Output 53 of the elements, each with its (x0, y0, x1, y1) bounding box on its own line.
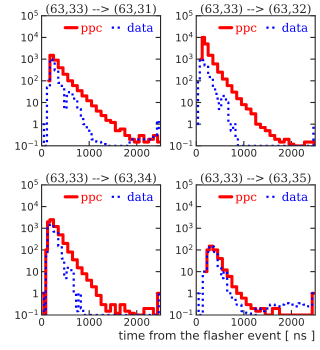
chart-title: (63,33) --> (63,31) (46, 4, 156, 15)
y-tick-label: 10$^{4}$ (176, 201, 193, 211)
y-tick-label: 10$^{5}$ (22, 10, 38, 20)
y-tick-label: 10$^{4}$ (22, 32, 38, 42)
x-tick-label: 1000 (77, 148, 102, 157)
chart-title: (63,33) --> (63,32) (200, 4, 310, 15)
text: ppc (236, 194, 256, 204)
x-tick-label: 0 (194, 318, 199, 326)
legend-label: data (282, 192, 308, 202)
y-tick-label: 10 (26, 268, 38, 276)
legend-label: data (282, 22, 308, 32)
y-tick-label: 10 (181, 98, 193, 107)
x-tick-label: 2000 (278, 148, 304, 157)
y-tick-label: 10$^{−1}$ (170, 310, 192, 320)
legend-label: ppc (80, 194, 102, 204)
x-tick-label: 0 (38, 318, 44, 326)
y-tick-label: 1 (188, 290, 193, 298)
legend-label: ppc (80, 26, 102, 34)
y-tick-label: 10$^{3}$ (22, 54, 38, 64)
legend-label: data (128, 192, 154, 202)
y-tick-label: 1 (33, 120, 38, 128)
y-tick-label: 10$^{4}$ (176, 32, 193, 42)
y-tick-label: 10 (181, 268, 193, 276)
y-tick-label: 1 (33, 290, 38, 298)
x-tick-label: 1000 (232, 318, 256, 326)
y-tick-label: 1 (188, 120, 193, 128)
x-axis-title: time from the flasher event [ ns ] (118, 330, 314, 342)
y-tick-label: 10 (26, 98, 38, 107)
x-tick-label: 0 (194, 148, 199, 157)
y-tick-label: 10$^{3}$ (176, 54, 193, 64)
y-tick-label: 10$^{−1}$ (15, 310, 38, 320)
y-tick-label: 10$^{5}$ (22, 179, 38, 189)
x-tick-label: 1000 (232, 148, 256, 157)
y-tick-label: 10$^{3}$ (176, 222, 193, 232)
y-tick-label: 10$^{2}$ (22, 75, 38, 85)
y-tick-label: 10$^{2}$ (22, 244, 38, 254)
legend-label: data (128, 22, 154, 32)
chart-title: (63,33) --> (63,34) (46, 173, 156, 184)
x-tick-label: 2000 (124, 148, 150, 157)
text: ppc (236, 26, 256, 34)
y-tick-label: 10$^{−1}$ (170, 140, 192, 150)
chart-title: (63,33) --> (63,35) (200, 173, 310, 184)
y-tick-label: 10$^{2}$ (176, 75, 192, 85)
y-tick-label: 10$^{5}$ (176, 179, 192, 189)
x-tick-label: 1000 (77, 318, 102, 326)
x-tick-label: 0 (38, 148, 44, 157)
y-tick-label: 10$^{4}$ (22, 201, 38, 211)
y-tick-label: 10$^{3}$ (22, 222, 38, 232)
y-tick-label: 10$^{−1}$ (15, 140, 38, 150)
y-tick-label: 10$^{2}$ (176, 244, 192, 254)
x-tick-label: 2000 (278, 318, 304, 326)
x-tick-label: 2000 (124, 318, 150, 326)
y-tick-label: 10$^{5}$ (176, 10, 192, 20)
